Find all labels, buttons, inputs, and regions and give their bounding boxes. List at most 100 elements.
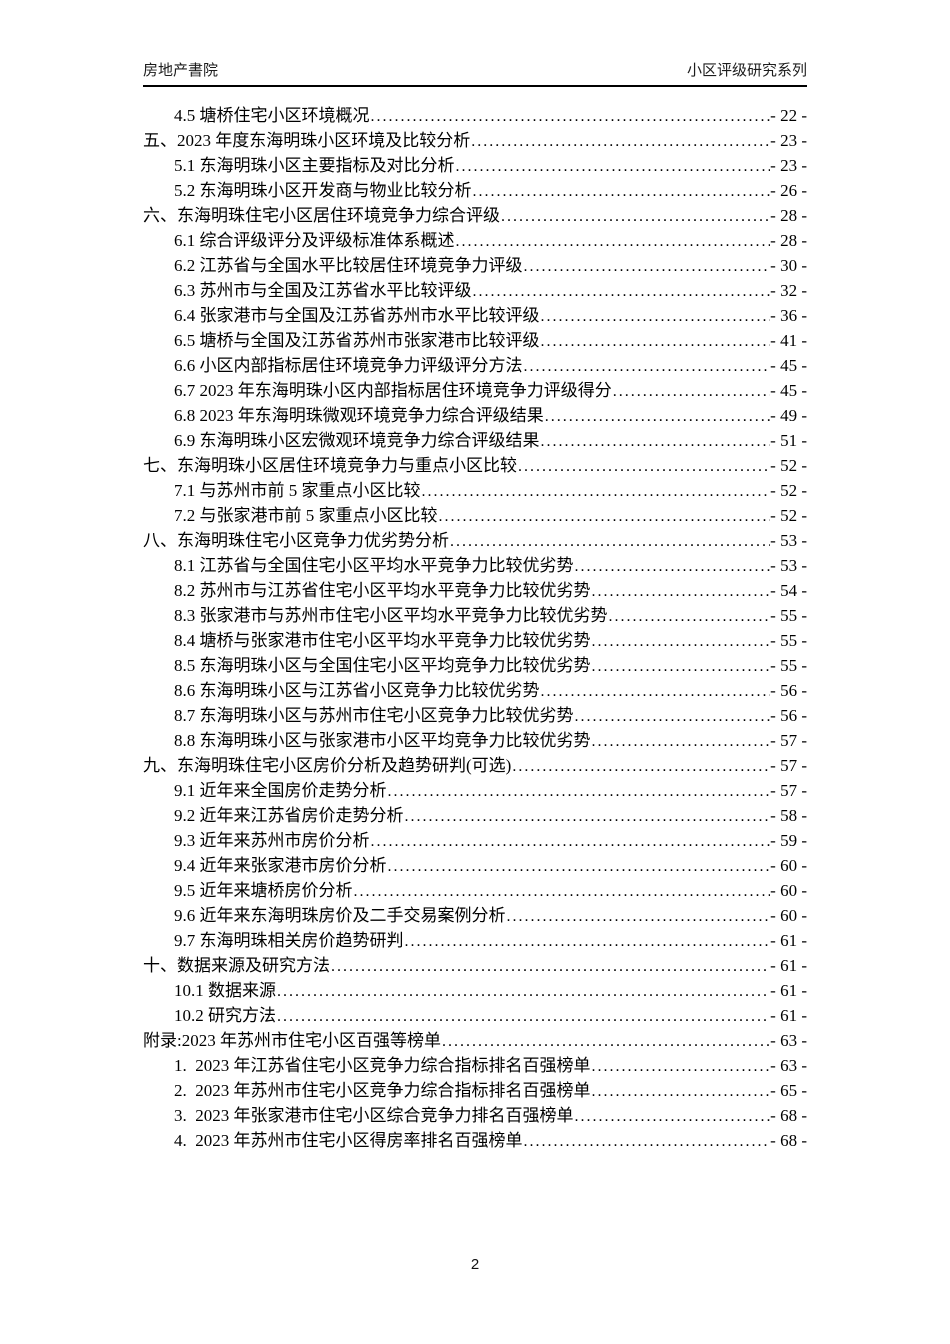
toc-leader-dots: ........................................… <box>471 133 771 150</box>
toc-leader-dots: ........................................… <box>544 408 771 425</box>
toc-leader-dots: ........................................… <box>421 483 771 500</box>
toc-entry-label: 8.3 张家港市与苏州市住宅小区平均水平竞争力比较优劣势 <box>174 606 608 625</box>
toc-leader-dots: ........................................… <box>591 733 771 750</box>
toc-page-number: - 56 - <box>770 681 807 700</box>
toc-page-number: - 49 - <box>770 406 807 425</box>
toc-leader-dots: ........................................… <box>441 1033 771 1050</box>
table-of-contents: 4.5 塘桥住宅小区环境概况..........................… <box>143 103 807 1153</box>
toc-entry: 6.9 东海明珠小区宏微观环境竞争力综合评级结果................… <box>143 428 807 453</box>
toc-entry: 9.6 近年来东海明珠房价及二手交易案例分析..................… <box>143 903 807 928</box>
toc-entry-label: 九、东海明珠住宅小区房价分析及趋势研判(可选) <box>143 756 512 775</box>
toc-entry: 10.2 研究方法...............................… <box>143 1003 807 1028</box>
toc-entry: 9.1 近年来全国房价走势分析.........................… <box>143 778 807 803</box>
toc-leader-dots: ........................................… <box>540 433 771 450</box>
toc-leader-dots: ........................................… <box>353 883 771 900</box>
toc-leader-dots: ........................................… <box>523 1133 771 1150</box>
toc-entry-label: 8.5 东海明珠小区与全国住宅小区平均竞争力比较优劣势 <box>174 656 591 675</box>
header-left-title: 房地产書院 <box>143 62 219 79</box>
toc-page-number: - 51 - <box>770 431 807 450</box>
toc-leader-dots: ........................................… <box>450 533 770 550</box>
toc-leader-dots: ........................................… <box>506 908 771 925</box>
toc-page-number: - 52 - <box>770 481 807 500</box>
toc-page-number: - 52 - <box>770 506 807 525</box>
toc-entry: 3. 2023 年张家港市住宅小区综合竞争力排名百强榜单............… <box>143 1103 807 1128</box>
toc-entry: 6.4 张家港市与全国及江苏省苏州市水平比较评级................… <box>143 303 807 328</box>
toc-entry: 7.1 与苏州市前 5 家重点小区比较.....................… <box>143 478 807 503</box>
toc-page-number: - 36 - <box>770 306 807 325</box>
toc-entry-label: 9.2 近年来江苏省房价走势分析 <box>174 806 404 825</box>
toc-page-number: - 57 - <box>770 731 807 750</box>
toc-entry-label: 8.4 塘桥与张家港市住宅小区平均水平竞争力比较优劣势 <box>174 631 591 650</box>
toc-leader-dots: ........................................… <box>591 1058 771 1075</box>
toc-leader-dots: ........................................… <box>591 633 771 650</box>
toc-entry: 五、2023 年度东海明珠小区环境及比较分析..................… <box>143 128 807 153</box>
toc-entry-label: 6.9 东海明珠小区宏微观环境竞争力综合评级结果 <box>174 431 540 450</box>
toc-page-number: - 61 - <box>770 956 807 975</box>
toc-page-number: - 61 - <box>770 981 807 1000</box>
toc-entry: 9.5 近年来塘桥房价分析...........................… <box>143 878 807 903</box>
toc-entry-label: 6.4 张家港市与全国及江苏省苏州市水平比较评级 <box>174 306 540 325</box>
toc-entry: 2. 2023 年苏州市住宅小区竞争力综合指标排名百强榜单...........… <box>143 1078 807 1103</box>
toc-entry: 6.6 小区内部指标居住环境竞争力评级评分方法.................… <box>143 353 807 378</box>
toc-page-number: - 28 - <box>770 231 807 250</box>
toc-entry-label: 六、东海明珠住宅小区居住环境竞争力综合评级 <box>143 206 500 225</box>
toc-entry-label: 4. 2023 年苏州市住宅小区得房率排名百强榜单 <box>174 1131 523 1150</box>
toc-page-number: - 60 - <box>770 906 807 925</box>
toc-entry-label: 6.5 塘桥与全国及江苏省苏州市张家港市比较评级 <box>174 331 540 350</box>
toc-page-number: - 57 - <box>770 781 807 800</box>
toc-entry: 9.7 东海明珠相关房价趋势研判........................… <box>143 928 807 953</box>
toc-entry-label: 十、数据来源及研究方法 <box>143 956 330 975</box>
toc-leader-dots: ........................................… <box>574 558 771 575</box>
toc-page-number: - 57 - <box>770 756 807 775</box>
header-right-title: 小区评级研究系列 <box>686 62 807 79</box>
toc-entry-label: 8.6 东海明珠小区与江苏省小区竞争力比较优劣势 <box>174 681 540 700</box>
toc-entry-label: 6.2 江苏省与全国水平比较居住环境竞争力评级 <box>174 256 523 275</box>
toc-entry: 7.2 与张家港市前 5 家重点小区比较....................… <box>143 503 807 528</box>
toc-entry-label: 9.6 近年来东海明珠房价及二手交易案例分析 <box>174 906 506 925</box>
toc-leader-dots: ........................................… <box>608 608 771 625</box>
toc-page-number: - 30 - <box>770 256 807 275</box>
toc-entry: 8.2 苏州市与江苏省住宅小区平均水平竞争力比较优劣势.............… <box>143 578 807 603</box>
toc-page-number: - 55 - <box>770 606 807 625</box>
toc-entry: 4. 2023 年苏州市住宅小区得房率排名百强榜单...............… <box>143 1128 807 1153</box>
footer-page-number: 2 <box>470 1256 480 1273</box>
toc-entry: 4.5 塘桥住宅小区环境概况..........................… <box>143 103 807 128</box>
toc-leader-dots: ........................................… <box>540 683 771 700</box>
toc-entry-label: 9.3 近年来苏州市房价分析 <box>174 831 370 850</box>
toc-leader-dots: ........................................… <box>591 658 771 675</box>
toc-page-number: - 45 - <box>770 356 807 375</box>
toc-leader-dots: ........................................… <box>277 1008 770 1025</box>
toc-leader-dots: ........................................… <box>540 333 771 350</box>
toc-entry: 九、东海明珠住宅小区房价分析及趋势研判(可选).................… <box>143 753 807 778</box>
toc-page-number: - 41 - <box>770 331 807 350</box>
toc-leader-dots: ........................................… <box>404 933 771 950</box>
toc-entry: 八、东海明珠住宅小区竞争力优劣势分析......................… <box>143 528 807 553</box>
toc-page-number: - 68 - <box>770 1106 807 1125</box>
toc-page-number: - 23 - <box>770 156 807 175</box>
toc-leader-dots: ........................................… <box>518 458 770 475</box>
toc-entry-label: 6.6 小区内部指标居住环境竞争力评级评分方法 <box>174 356 523 375</box>
toc-entry-label: 9.4 近年来张家港市房价分析 <box>174 856 387 875</box>
toc-entry: 8.5 东海明珠小区与全国住宅小区平均竞争力比较优劣势.............… <box>143 653 807 678</box>
toc-page-number: - 52 - <box>770 456 807 475</box>
toc-leader-dots: ........................................… <box>455 158 771 175</box>
toc-entry: 9.3 近年来苏州市房价分析..........................… <box>143 828 807 853</box>
toc-entry-label: 6.7 2023 年东海明珠小区内部指标居住环境竞争力评级得分 <box>174 381 612 400</box>
toc-page-number: - 22 - <box>770 106 807 125</box>
toc-page-number: - 65 - <box>770 1081 807 1100</box>
toc-page-number: - 56 - <box>770 706 807 725</box>
toc-page-number: - 59 - <box>770 831 807 850</box>
toc-page-number: - 23 - <box>770 131 807 150</box>
toc-leader-dots: ........................................… <box>472 283 771 300</box>
toc-page-number: - 55 - <box>770 656 807 675</box>
toc-entry: 6.5 塘桥与全国及江苏省苏州市张家港市比较评级................… <box>143 328 807 353</box>
toc-leader-dots: ........................................… <box>455 233 771 250</box>
toc-entry: 6.8 2023 年东海明珠微观环境竞争力综合评级结果.............… <box>143 403 807 428</box>
toc-leader-dots: ........................................… <box>370 833 771 850</box>
toc-leader-dots: ........................................… <box>574 708 771 725</box>
toc-entry-label: 附录:2023 年苏州市住宅小区百强等榜单 <box>143 1031 441 1050</box>
toc-entry: 6.7 2023 年东海明珠小区内部指标居住环境竞争力评级得分.........… <box>143 378 807 403</box>
toc-entry-label: 6.1 综合评级评分及评级标准体系概述 <box>174 231 455 250</box>
toc-leader-dots: ........................................… <box>591 1083 771 1100</box>
